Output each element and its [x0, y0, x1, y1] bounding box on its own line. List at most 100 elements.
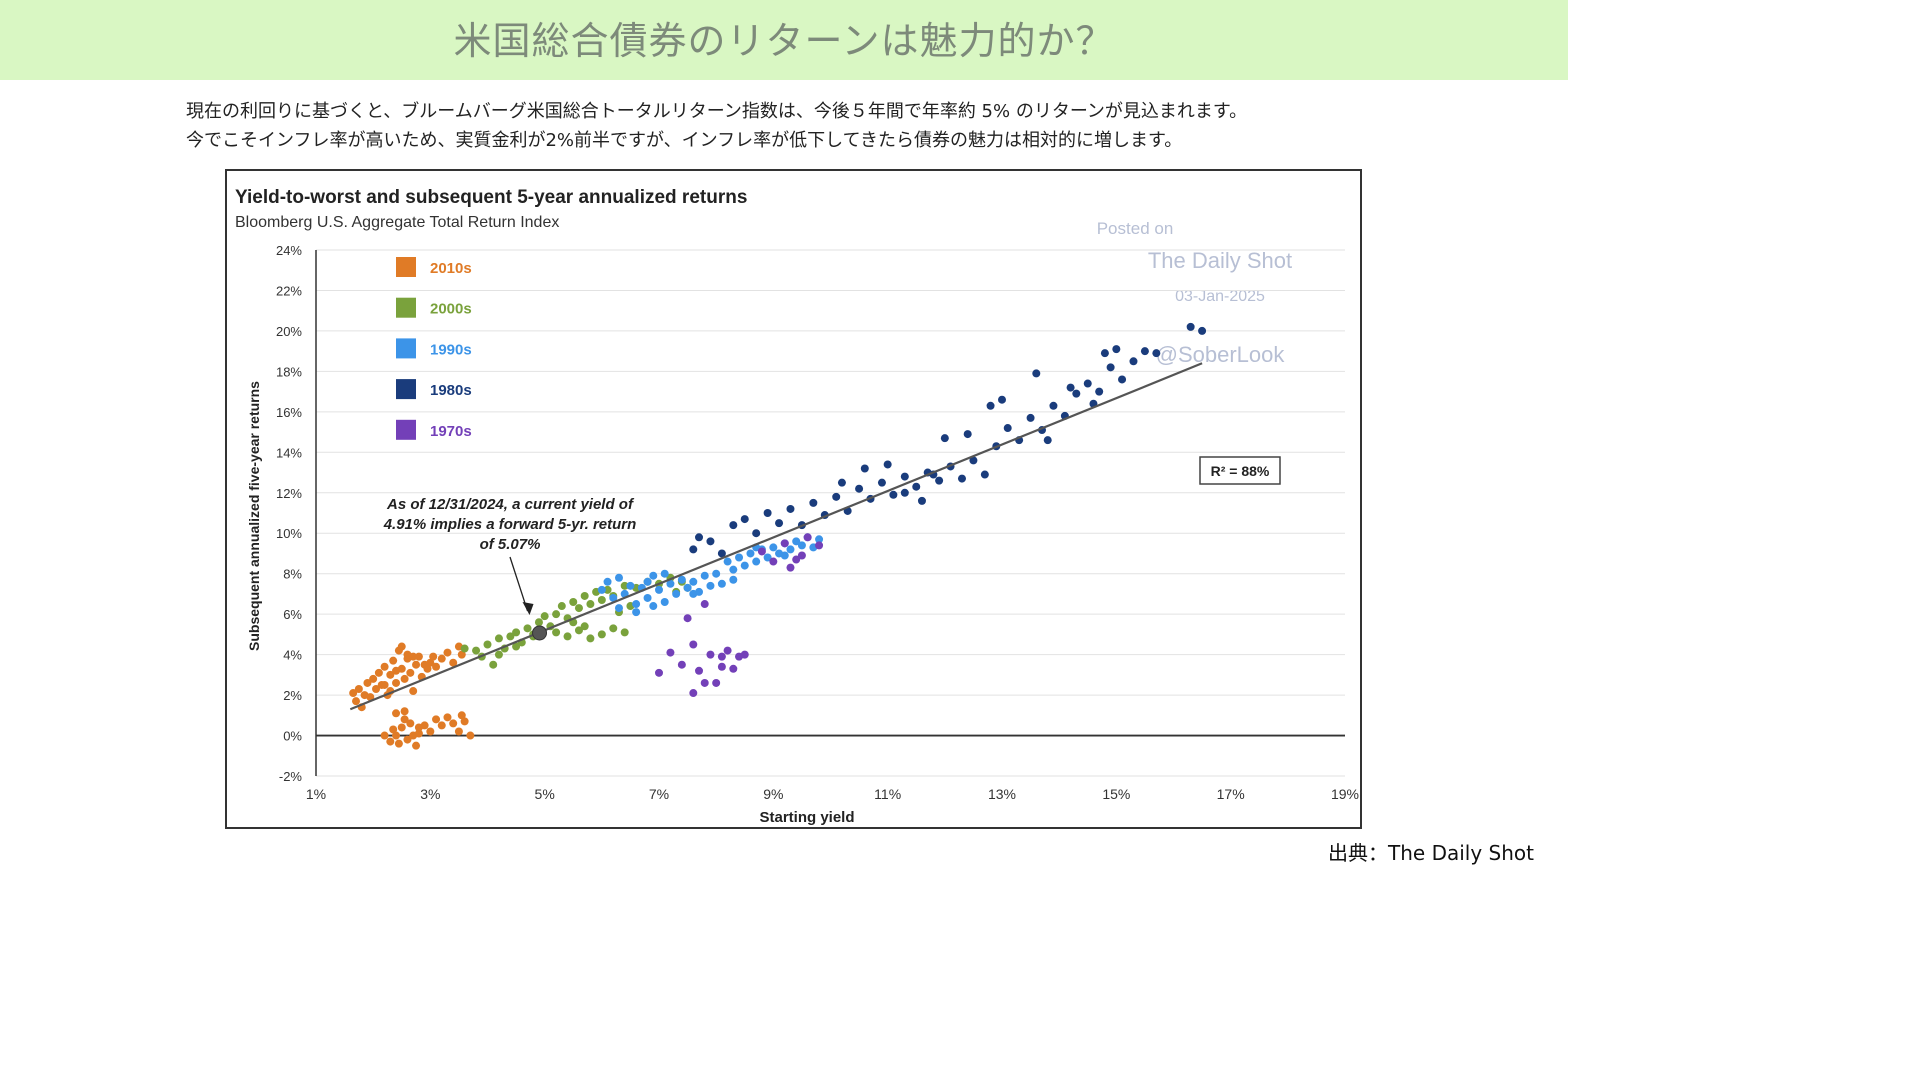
- point-1990s: [712, 569, 721, 578]
- point-1980s: [832, 492, 841, 501]
- point-2000s: [620, 581, 629, 590]
- point-2010s: [426, 658, 435, 667]
- point-1970s: [712, 678, 721, 687]
- point-1970s: [717, 652, 726, 661]
- point-2000s: [494, 650, 503, 659]
- point-1980s: [695, 533, 704, 542]
- r-squared-box: R² = 88%: [1199, 456, 1281, 485]
- trendline-line: [349, 362, 1203, 711]
- point-1990s: [643, 577, 652, 586]
- point-2010s: [414, 729, 423, 738]
- point-2000s: [620, 628, 629, 637]
- point-2010s: [457, 711, 466, 720]
- point-2010s: [423, 664, 432, 673]
- point-1980s: [763, 509, 772, 517]
- chart-title: Yield-to-worst and subsequent 5-year ann…: [235, 187, 747, 208]
- x-tick-label: 7%: [649, 786, 669, 802]
- point-2010s: [363, 678, 372, 687]
- point-2010s: [466, 731, 475, 740]
- point-1970s: [769, 557, 778, 566]
- point-1990s: [643, 593, 652, 602]
- r2-border: [1199, 456, 1281, 485]
- point-1990s: [632, 608, 641, 617]
- point-1980s: [1083, 379, 1092, 388]
- point-1980s: [855, 484, 864, 493]
- point-2010s: [429, 652, 438, 661]
- point-2000s: [563, 632, 572, 641]
- point-2010s: [397, 642, 406, 651]
- description-line-2: 今でこそインフレ率が高いため、実質金利が2%前半ですが、インフレ率が低下してきた…: [186, 130, 1183, 151]
- point-1980s: [1003, 424, 1012, 433]
- point-1970s: [757, 547, 766, 556]
- point-1990s: [689, 589, 698, 598]
- point-2010s: [352, 697, 361, 706]
- point-2010s: [457, 650, 466, 659]
- y-tick-label: 14%: [276, 445, 302, 460]
- point-1990s: [723, 557, 732, 566]
- point-1980s: [1066, 383, 1075, 392]
- point-1970s: [792, 555, 801, 564]
- point-1990s: [780, 551, 789, 560]
- point-2010s: [380, 680, 389, 689]
- point-2010s: [349, 689, 358, 698]
- point-1970s: [740, 650, 749, 659]
- point-2010s: [397, 723, 406, 732]
- watermark-text: @SoberLook: [1156, 342, 1286, 367]
- point-2010s: [389, 656, 398, 665]
- point-1980s: [1140, 347, 1149, 356]
- x-axis-label: Starting yield: [759, 809, 854, 826]
- point-2010s: [412, 660, 421, 669]
- page-title: 米国総合債券のリターンは魅力的か？: [453, 19, 1115, 63]
- point-1980s: [912, 482, 921, 491]
- point-1990s: [677, 575, 686, 584]
- point-2010s: [432, 662, 441, 671]
- point-1990s: [614, 604, 623, 613]
- source-note: 出典：The Daily Shot: [1328, 841, 1534, 865]
- point-1980s: [809, 498, 818, 507]
- point-1980s: [837, 478, 846, 487]
- point-2010s: [426, 727, 435, 736]
- point-1990s: [626, 581, 635, 590]
- point-1980s: [1186, 322, 1195, 331]
- point-1990s: [609, 593, 618, 602]
- point-1980s: [786, 504, 795, 513]
- point-2010s: [372, 685, 381, 694]
- point-1970s: [666, 648, 675, 657]
- y-tick-label: 16%: [276, 405, 302, 420]
- point-1970s: [786, 563, 795, 572]
- point-1980s: [1043, 436, 1052, 445]
- point-1980s: [986, 401, 995, 410]
- point-1980s: [740, 515, 749, 524]
- x-tick-label: 1%: [306, 786, 326, 802]
- point-2010s: [437, 721, 446, 730]
- point-1970s: [729, 664, 738, 673]
- y-tick-label: 22%: [276, 283, 302, 298]
- point-2010s: [354, 685, 363, 694]
- point-2010s: [374, 668, 383, 677]
- point-1980s: [1100, 349, 1109, 358]
- point-2010s: [414, 652, 423, 661]
- point-1990s: [672, 589, 681, 598]
- point-1980s: [1032, 369, 1041, 378]
- y-tick-label: 18%: [276, 364, 302, 379]
- point-2000s: [603, 585, 612, 594]
- description-line-1: 現在の利回りに基づくと、ブルームバーグ米国総合トータルリターン指数は、今後５年間…: [186, 101, 1248, 122]
- point-1970s: [797, 551, 806, 560]
- point-1980s: [689, 545, 698, 554]
- point-1980s: [877, 478, 886, 487]
- annotation-text: of 5.07%: [480, 536, 541, 553]
- point-1990s: [706, 581, 715, 590]
- point-2010s: [449, 658, 458, 667]
- y-tick-label: 12%: [276, 486, 302, 501]
- point-1980s: [900, 472, 909, 481]
- point-2010s: [386, 737, 395, 746]
- point-1980s: [998, 395, 1006, 404]
- point-2010s: [454, 727, 463, 736]
- y-tick-label: 6%: [283, 607, 302, 622]
- legend-swatch: [396, 419, 416, 440]
- y-tick-label: 2%: [283, 688, 302, 703]
- point-2010s: [389, 725, 398, 734]
- point-2010s: [380, 731, 389, 740]
- legend-label: 2010s: [430, 260, 472, 277]
- point-1990s: [729, 565, 738, 574]
